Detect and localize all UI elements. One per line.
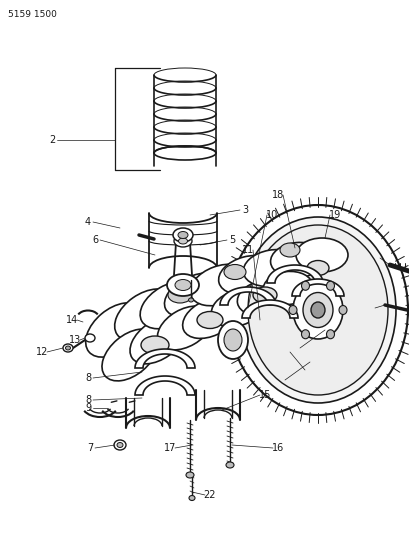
Ellipse shape: [157, 306, 212, 350]
Ellipse shape: [140, 281, 199, 329]
Ellipse shape: [301, 281, 309, 290]
Ellipse shape: [117, 442, 123, 448]
Ellipse shape: [306, 261, 328, 276]
Ellipse shape: [301, 330, 309, 339]
Text: 4: 4: [85, 217, 91, 227]
Text: 14: 14: [66, 315, 78, 325]
Polygon shape: [291, 279, 343, 296]
Text: 3: 3: [241, 205, 247, 215]
Text: 7: 7: [87, 443, 93, 453]
Ellipse shape: [115, 289, 175, 341]
Ellipse shape: [114, 440, 126, 450]
Ellipse shape: [141, 336, 169, 354]
Ellipse shape: [211, 289, 264, 327]
Ellipse shape: [302, 293, 332, 327]
Ellipse shape: [225, 462, 234, 468]
Ellipse shape: [223, 264, 245, 279]
Text: 10: 10: [303, 365, 315, 375]
Text: 6: 6: [92, 235, 98, 245]
Text: 22: 22: [203, 490, 216, 500]
Text: 5: 5: [228, 235, 234, 245]
Text: 8: 8: [85, 395, 91, 405]
Ellipse shape: [243, 249, 300, 286]
Ellipse shape: [292, 281, 342, 339]
Ellipse shape: [237, 280, 288, 316]
Ellipse shape: [338, 305, 346, 314]
Ellipse shape: [310, 302, 324, 318]
Polygon shape: [135, 349, 195, 368]
Polygon shape: [220, 287, 275, 305]
Ellipse shape: [178, 231, 188, 238]
Ellipse shape: [186, 472, 193, 478]
Text: 11: 11: [241, 245, 254, 255]
Ellipse shape: [218, 321, 247, 359]
Polygon shape: [241, 300, 297, 318]
Text: 2: 2: [49, 135, 55, 145]
Ellipse shape: [218, 255, 277, 295]
Ellipse shape: [173, 235, 191, 247]
Ellipse shape: [227, 205, 407, 415]
Polygon shape: [266, 265, 322, 283]
Text: 8: 8: [85, 373, 91, 383]
Ellipse shape: [270, 243, 325, 278]
Text: 21: 21: [363, 303, 375, 313]
Ellipse shape: [263, 271, 312, 305]
Ellipse shape: [279, 243, 299, 257]
Ellipse shape: [252, 287, 276, 303]
Ellipse shape: [326, 330, 334, 339]
Ellipse shape: [65, 346, 70, 350]
Text: 16: 16: [271, 443, 283, 453]
Text: 20: 20: [368, 253, 380, 263]
Ellipse shape: [130, 316, 186, 364]
Ellipse shape: [188, 298, 193, 302]
Text: 18: 18: [271, 190, 283, 200]
Text: 5159 1500: 5159 1500: [8, 10, 57, 19]
Ellipse shape: [85, 334, 95, 342]
Ellipse shape: [189, 496, 195, 500]
Ellipse shape: [190, 264, 249, 306]
Ellipse shape: [295, 238, 347, 272]
Ellipse shape: [164, 273, 225, 317]
Ellipse shape: [63, 344, 73, 352]
Text: 17: 17: [164, 443, 176, 453]
Ellipse shape: [175, 279, 191, 290]
Text: 19: 19: [328, 210, 340, 220]
Ellipse shape: [247, 225, 387, 395]
Ellipse shape: [168, 287, 191, 303]
Ellipse shape: [288, 305, 296, 314]
Ellipse shape: [326, 281, 334, 290]
Text: 10: 10: [265, 210, 277, 220]
Ellipse shape: [223, 329, 241, 351]
Ellipse shape: [182, 297, 237, 338]
Text: 13: 13: [69, 335, 81, 345]
Polygon shape: [135, 376, 195, 395]
Text: 1: 1: [326, 325, 332, 335]
Ellipse shape: [196, 311, 222, 328]
Text: 9: 9: [85, 403, 91, 413]
Ellipse shape: [239, 217, 395, 403]
Ellipse shape: [102, 329, 157, 381]
Ellipse shape: [178, 238, 187, 244]
Text: 12: 12: [36, 347, 48, 357]
Text: 11: 11: [273, 375, 285, 385]
Ellipse shape: [85, 303, 144, 357]
Ellipse shape: [166, 274, 198, 296]
Text: 15: 15: [258, 390, 270, 400]
Ellipse shape: [173, 228, 193, 242]
